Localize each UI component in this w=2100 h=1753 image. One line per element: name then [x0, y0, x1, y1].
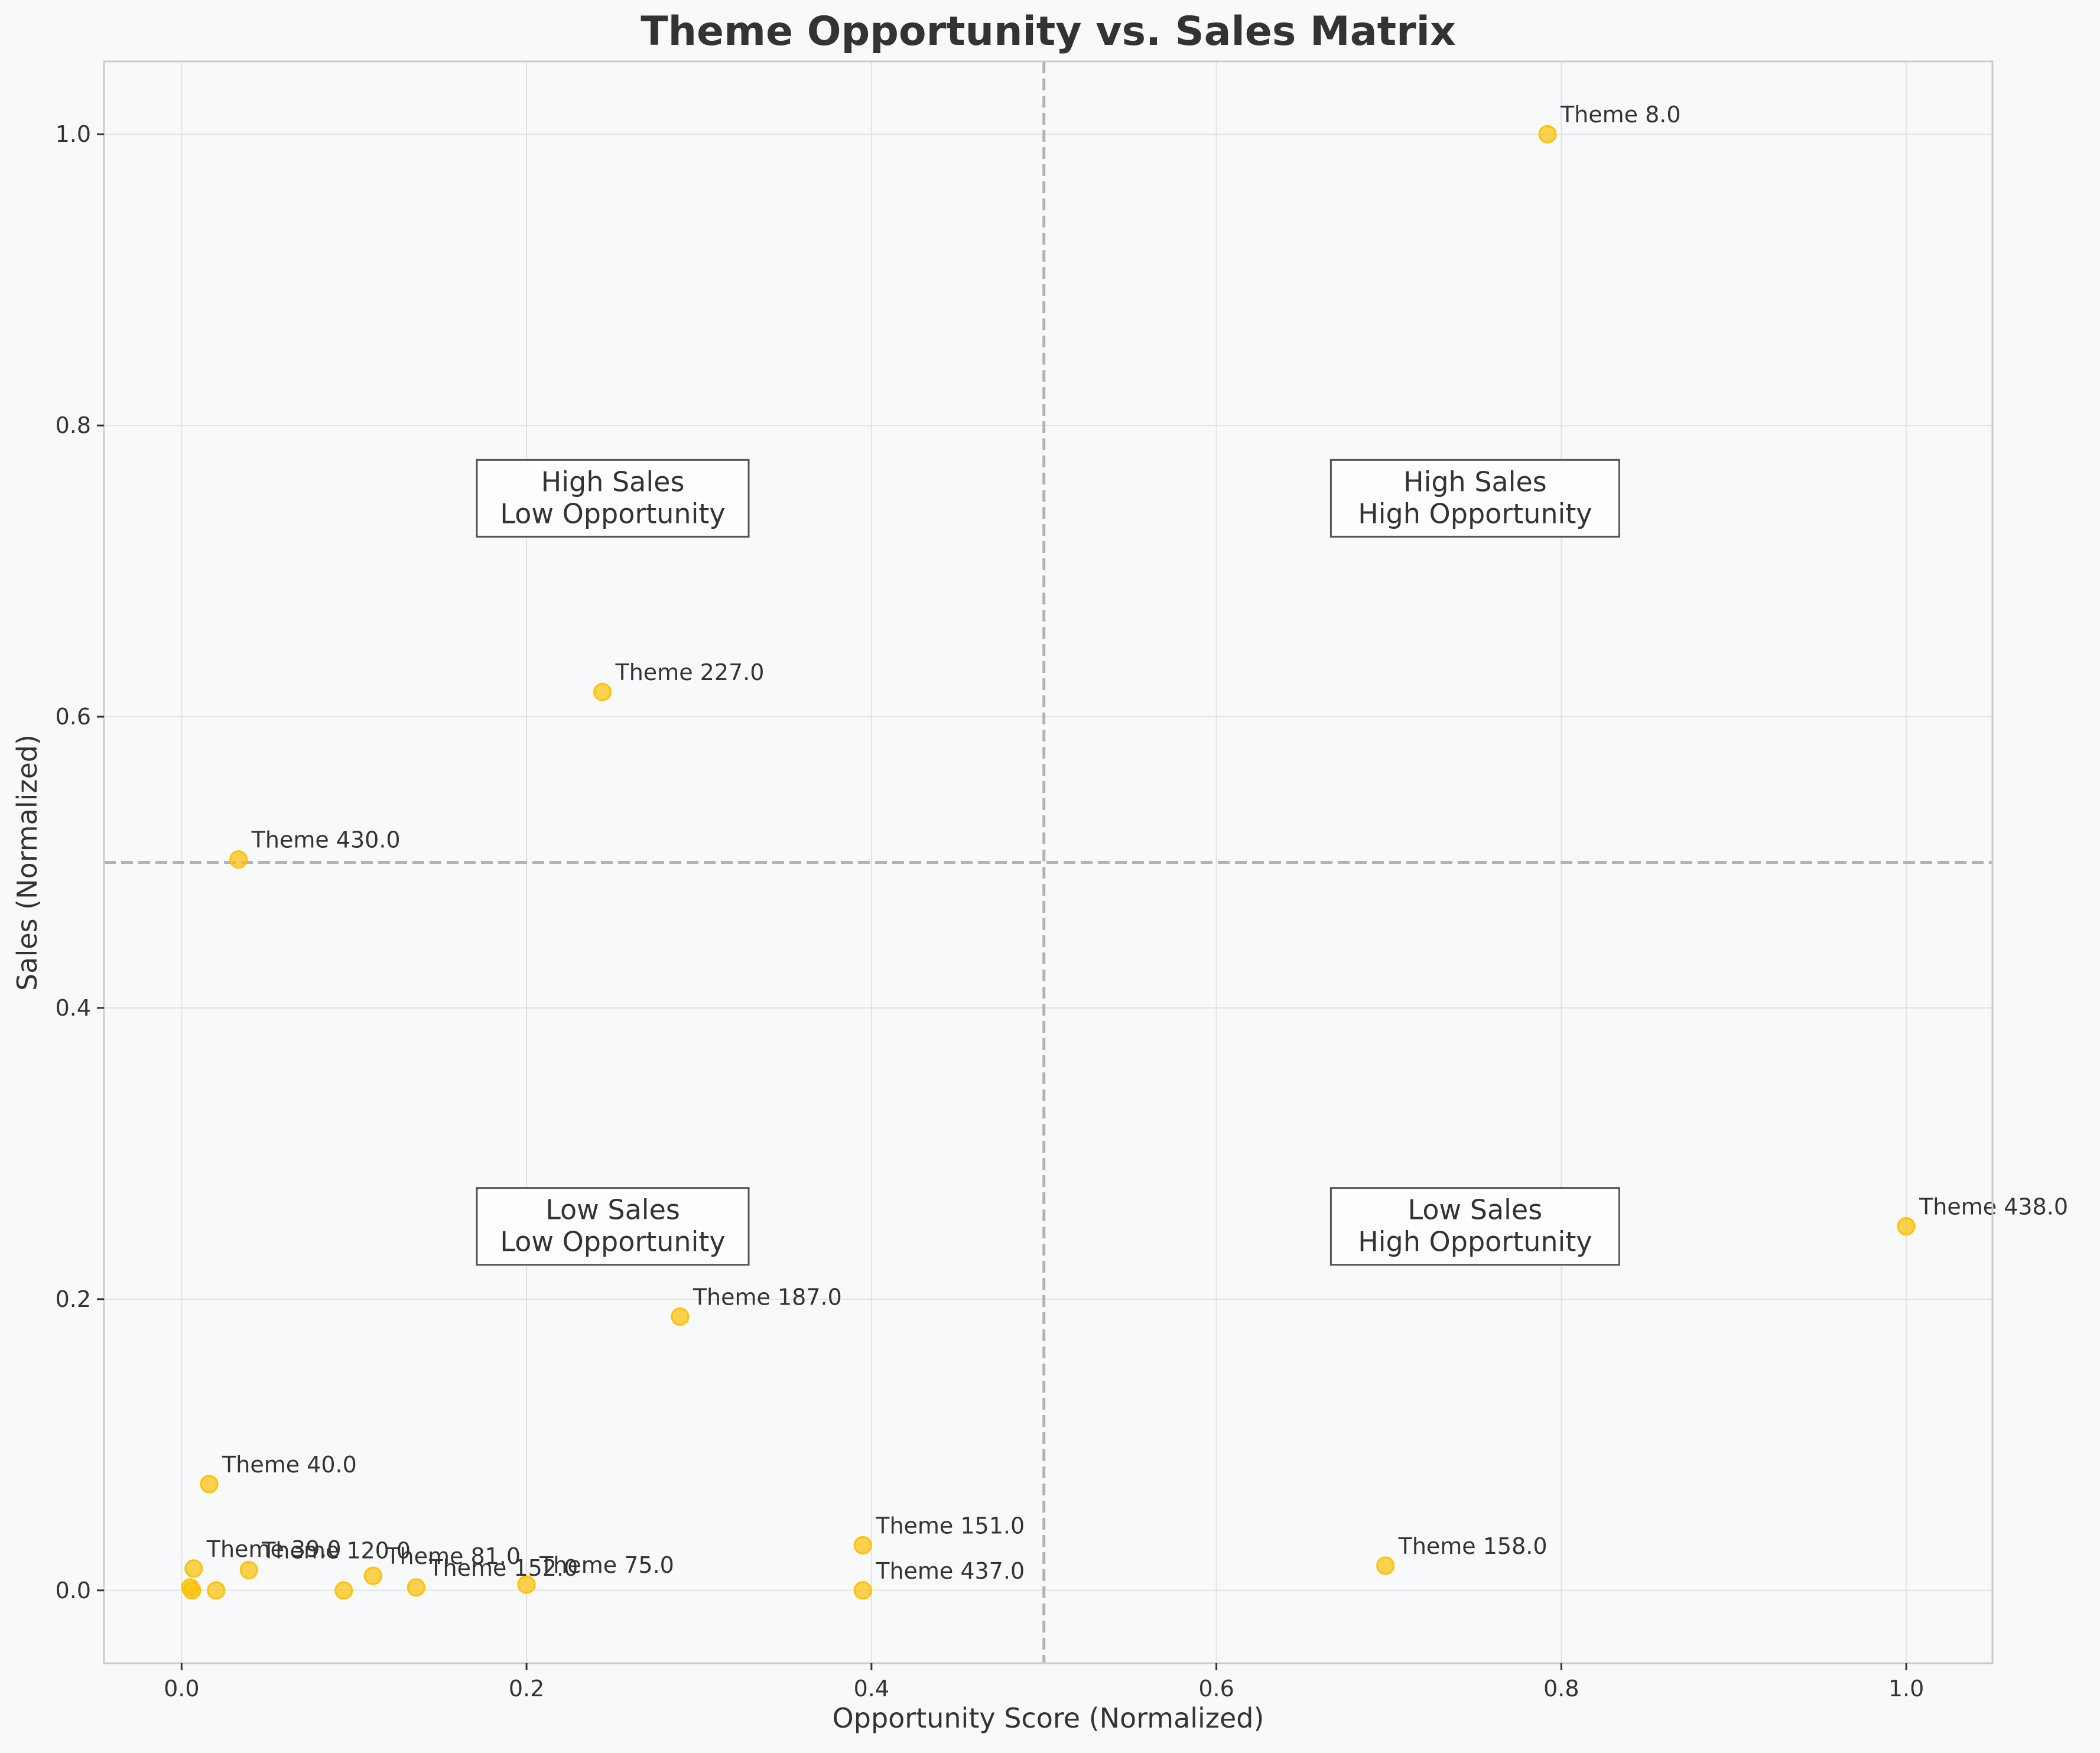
quadrant-label-line: High Opportunity	[1358, 1226, 1592, 1258]
scatter-point	[1376, 1556, 1395, 1575]
scatter-point	[183, 1581, 201, 1600]
y-axis-label: Sales (Normalized)	[11, 734, 43, 991]
scatter-point	[229, 850, 248, 869]
quadrant-label-line: High Opportunity	[1358, 497, 1592, 529]
y-tick-label: 0.4	[56, 995, 91, 1021]
point-label: Theme 158.0	[1398, 1533, 1548, 1559]
point-label: Theme 8.0	[1560, 102, 1681, 128]
point-label: Theme 75.0	[539, 1552, 674, 1578]
point-label: Theme 152.0	[428, 1555, 578, 1581]
reference-lines	[104, 61, 1992, 1663]
y-tick-label: 0.6	[56, 704, 91, 730]
y-tick-label: 0.2	[56, 1286, 91, 1312]
point-label: Theme 227.0	[615, 659, 765, 685]
scatter-point	[1538, 125, 1557, 144]
chart-title: Theme Opportunity vs. Sales Matrix	[641, 8, 1456, 55]
y-tick-label: 0.8	[56, 412, 91, 438]
scatter-point	[853, 1536, 872, 1554]
quadrant-label-box	[1329, 1187, 1620, 1266]
scatter-point	[517, 1575, 536, 1594]
scatter-point	[671, 1307, 690, 1326]
point-label: Theme 40.0	[222, 1452, 357, 1478]
y-tick-label: 1.0	[56, 121, 91, 147]
scatter-point	[200, 1475, 219, 1494]
x-axis-label: Opportunity Score (Normalized)	[833, 1702, 1264, 1734]
point-label: Theme 120.0	[261, 1537, 411, 1563]
point-label: Theme 438.0	[1919, 1194, 2068, 1220]
y-tick-label: 0.0	[56, 1578, 91, 1604]
quadrant-label-box	[476, 458, 750, 538]
quadrant-label-box	[1329, 458, 1620, 538]
quadrant-label-line: Low Opportunity	[500, 1226, 725, 1258]
grid-lines	[104, 61, 1992, 1663]
point-label: Theme 81.0	[385, 1543, 521, 1569]
scatter-point	[407, 1578, 425, 1597]
scatter-point	[239, 1560, 258, 1579]
data-points	[181, 125, 1916, 1600]
point-label: Theme 187.0	[693, 1284, 842, 1310]
quadrant-label-line: Low Sales	[545, 1194, 680, 1226]
axis-ticks: 0.0 0.2 0.4 0.6 0.8 1.0 0.0 0.2 0.4 0.6 0.8 1.0	[56, 121, 1925, 1702]
quadrant-label-line: High Sales	[1403, 466, 1547, 497]
x-tick-label: 0.8	[1543, 1676, 1579, 1702]
x-tick-label: 0.4	[854, 1676, 889, 1702]
x-tick-label: 0.6	[1198, 1676, 1234, 1702]
quadrant-label-line: High Sales	[541, 466, 685, 497]
point-label: Theme 430.0	[251, 827, 401, 853]
point-label: Theme 151.0	[875, 1513, 1025, 1539]
point-label: Theme 437.0	[875, 1558, 1025, 1584]
quadrant-label-line: Low Opportunity	[500, 497, 725, 529]
scatter-point	[184, 1559, 203, 1578]
quadrant-label-line: Low Sales	[1408, 1194, 1543, 1226]
scatter-point	[593, 682, 612, 701]
x-tick-label: 0.0	[164, 1676, 199, 1702]
scatter-point	[853, 1581, 872, 1600]
scatter-point	[1897, 1217, 1916, 1236]
x-tick-label: 1.0	[1888, 1676, 1924, 1702]
point-label: Theme 39.0	[206, 1536, 342, 1562]
scatter-point	[363, 1566, 382, 1585]
plot-frame	[103, 60, 1994, 1664]
point-labels: Theme 8.0 Theme 227.0 Theme 430.0 Theme 438…	[206, 102, 2068, 1584]
scatter-point	[334, 1581, 353, 1600]
scatter-point	[207, 1581, 226, 1600]
x-tick-label: 0.2	[509, 1676, 544, 1702]
quadrant-label-box	[476, 1187, 750, 1266]
